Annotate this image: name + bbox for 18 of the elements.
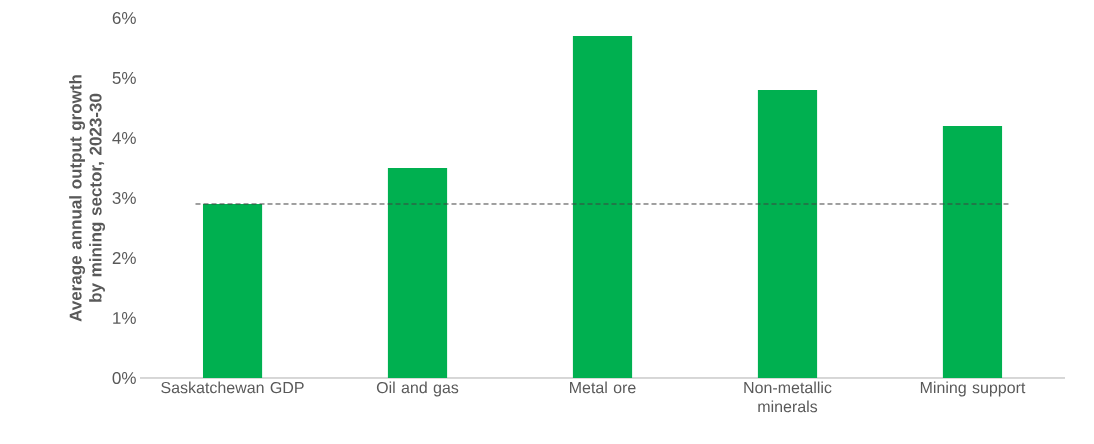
x-tick-label: Mining support [920,381,1026,397]
bar [572,36,633,378]
y-tick-label: 1% [113,312,136,324]
x-tick-label: Oil and gas [376,381,459,397]
bar [942,125,1003,378]
x-tick-label: Non-metallic minerals [744,381,832,413]
y-axis-title: Average annual output growth by mining sector, 2023-30 [69,75,106,322]
x-tick-label: Saskatchewan GDP [161,381,304,394]
y-tick-label: 4% [112,132,136,144]
bar [757,90,818,378]
bar [202,203,263,378]
y-tick-label: 3% [112,191,136,205]
y-tick-label: 2% [112,252,136,264]
y-tick-label: 6% [112,11,136,25]
y-tick-label: 5% [112,72,136,84]
y-tick-label: 0% [112,371,136,385]
x-tick-label: Metal ore [570,381,636,394]
bar [387,167,448,378]
